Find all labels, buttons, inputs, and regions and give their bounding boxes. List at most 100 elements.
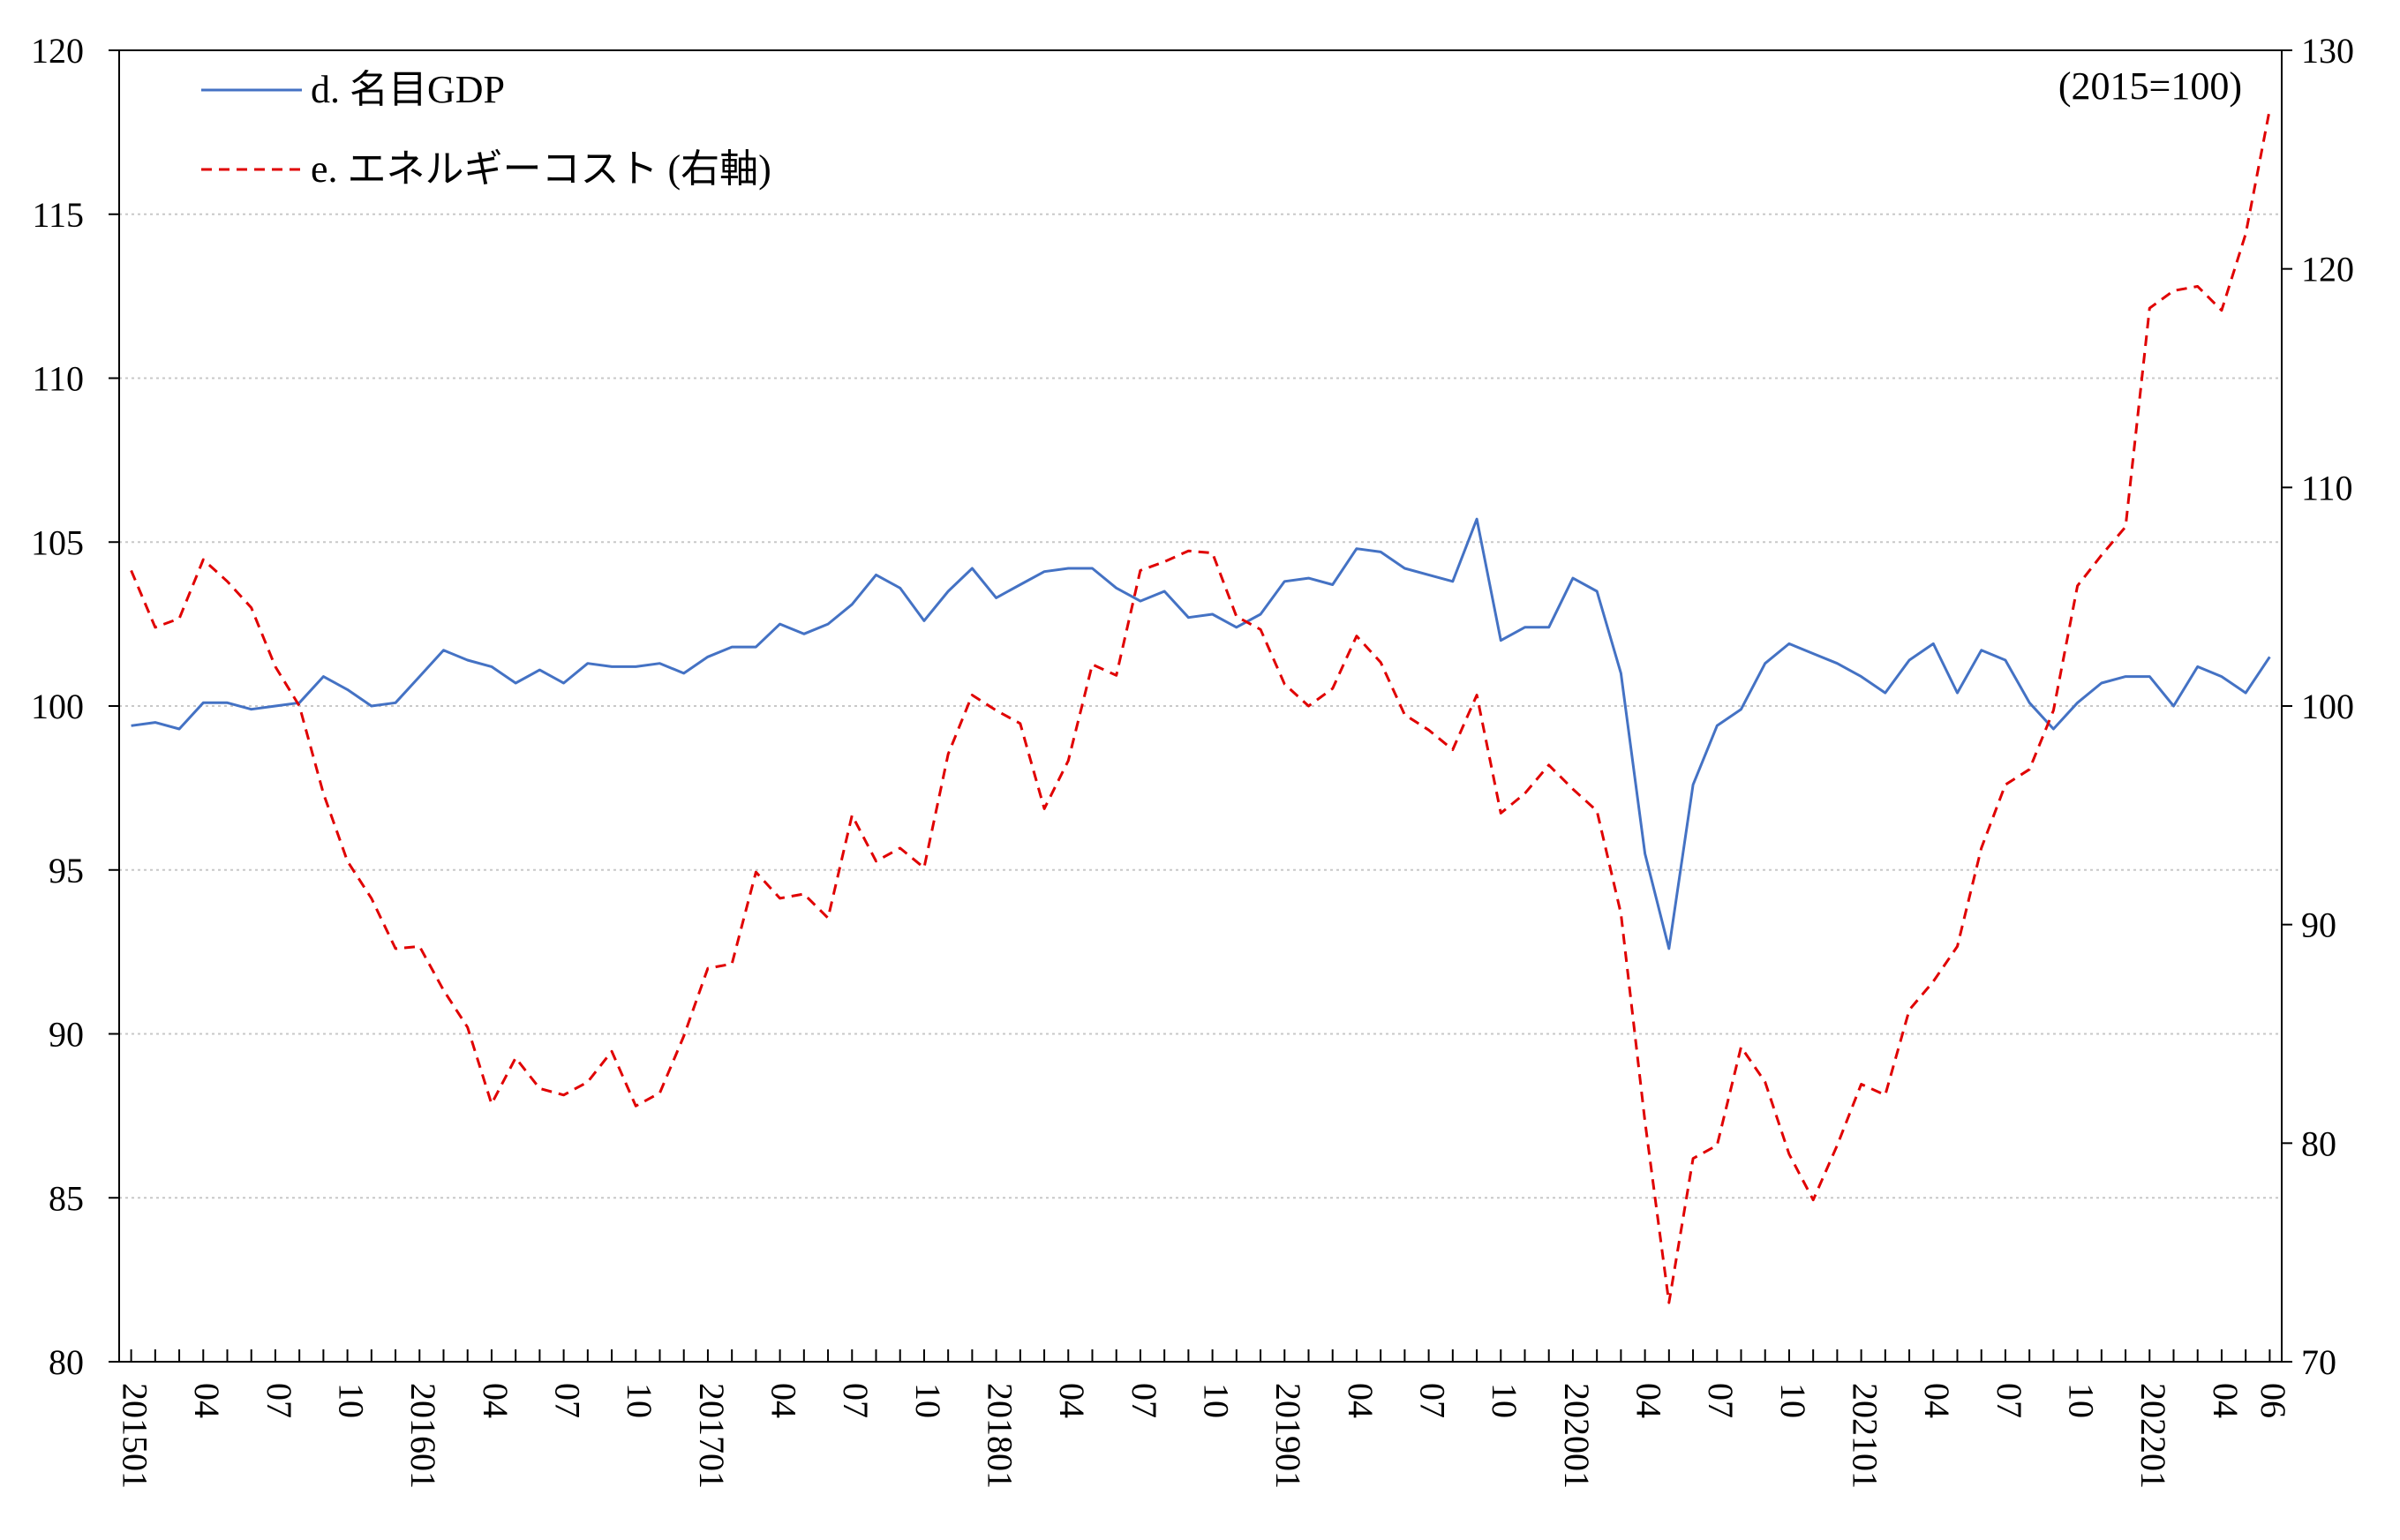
data-point <box>1211 612 1215 616</box>
data-point <box>1860 1083 1863 1086</box>
data-point <box>1331 687 1335 690</box>
data-point <box>1571 576 1575 580</box>
y-left-tick-label: 105 <box>31 522 84 562</box>
data-point <box>370 704 373 708</box>
data-point <box>1860 675 1863 679</box>
x-tick-label: 10 <box>620 1383 659 1418</box>
x-tick-label: 07 <box>1990 1383 2029 1418</box>
data-point <box>1740 708 1743 711</box>
data-point <box>1524 626 1527 629</box>
data-point <box>779 622 782 626</box>
data-point <box>130 568 133 572</box>
x-tick-label: 10 <box>1196 1383 1236 1418</box>
data-point <box>1619 672 1622 675</box>
data-point <box>538 668 541 672</box>
unit-note: (2015=100) <box>2058 64 2242 108</box>
data-point <box>1667 1301 1671 1304</box>
data-point <box>177 617 181 620</box>
data-point <box>1115 673 1118 677</box>
data-point <box>2220 675 2223 679</box>
data-point <box>2196 285 2200 289</box>
data-point <box>1884 691 1887 695</box>
data-point <box>2244 691 2247 695</box>
data-point <box>346 860 350 863</box>
x-tick-label: 201501 <box>115 1383 154 1489</box>
data-point <box>1115 586 1118 590</box>
y-right-tick-label: 90 <box>2301 905 2336 945</box>
x-tick-label: 202101 <box>1845 1383 1885 1489</box>
data-point <box>995 709 998 712</box>
data-point <box>1907 1008 1911 1011</box>
x-tick-label: 07 <box>547 1383 587 1418</box>
data-point <box>1235 626 1238 629</box>
data-point <box>1091 567 1095 570</box>
data-point <box>730 645 734 649</box>
data-point <box>538 1086 541 1090</box>
data-point <box>706 655 710 658</box>
data-point <box>1691 783 1695 786</box>
data-point <box>730 962 734 965</box>
data-point <box>706 966 710 970</box>
data-point <box>610 1049 613 1053</box>
data-point <box>826 916 830 920</box>
data-point <box>1162 590 1166 593</box>
y-right-tick-label: 80 <box>2301 1123 2336 1163</box>
x-tick-label: 202201 <box>2133 1383 2173 1489</box>
data-point <box>1331 583 1335 587</box>
x-tick-label: 201601 <box>403 1383 443 1489</box>
series-line-energy-cost <box>130 109 2271 1304</box>
y-right-tick-label: 110 <box>2301 468 2353 507</box>
x-tick-label: 07 <box>1412 1383 1452 1418</box>
data-point <box>346 687 350 691</box>
data-point <box>946 753 950 756</box>
data-point <box>586 1080 590 1084</box>
data-point <box>490 665 493 668</box>
data-point <box>154 721 157 725</box>
data-point <box>562 681 566 685</box>
x-tick-label: 04 <box>1341 1383 1381 1418</box>
x-tick-label: 07 <box>836 1383 876 1418</box>
x-tick-label: 10 <box>2061 1383 2101 1418</box>
data-point <box>250 708 253 711</box>
data-point <box>2051 727 2055 731</box>
data-point <box>1691 1157 1695 1161</box>
data-point <box>2244 232 2247 236</box>
data-point <box>1571 787 1575 791</box>
data-point <box>2148 675 2151 679</box>
data-point <box>1595 809 1599 813</box>
data-point <box>1787 1153 1791 1156</box>
data-point <box>2268 655 2271 658</box>
data-point <box>466 1025 470 1029</box>
y-left-tick-label: 90 <box>49 1015 84 1055</box>
data-point <box>1835 662 1839 665</box>
data-point <box>1427 573 1431 576</box>
data-point <box>754 870 757 874</box>
data-point <box>922 619 926 622</box>
x-tick-label: 07 <box>1125 1383 1164 1418</box>
legend-item-energy-cost: e. エネルギーコスト (右軸) <box>201 147 771 191</box>
data-point <box>1524 792 1527 795</box>
tick-labels: 80 85 90 95 100 105 110 115 120 70 80 90 100 110 120 13… <box>31 31 2354 1489</box>
data-point <box>2004 658 2007 662</box>
data-point <box>1162 560 1166 564</box>
x-tick-label: 07 <box>260 1383 299 1418</box>
data-point <box>970 694 974 697</box>
data-point <box>1811 652 1815 656</box>
y-left-tick-label: 115 <box>32 195 84 235</box>
legend-label-nominal-gdp: d. 名目GDP <box>311 68 505 111</box>
x-tick-label: 04 <box>1629 1383 1668 1418</box>
data-point <box>1547 763 1551 767</box>
data-point <box>418 944 421 948</box>
series-points-nominal-gdp <box>130 517 2272 950</box>
data-point <box>586 662 590 665</box>
data-point <box>490 1102 493 1106</box>
data-point <box>154 626 157 629</box>
data-point <box>1980 846 1983 850</box>
y-left-tick-label: 95 <box>49 851 84 890</box>
data-point <box>2028 768 2031 771</box>
data-point <box>754 645 757 649</box>
data-point <box>1186 549 1190 552</box>
data-point <box>394 701 397 704</box>
data-point <box>297 704 301 708</box>
